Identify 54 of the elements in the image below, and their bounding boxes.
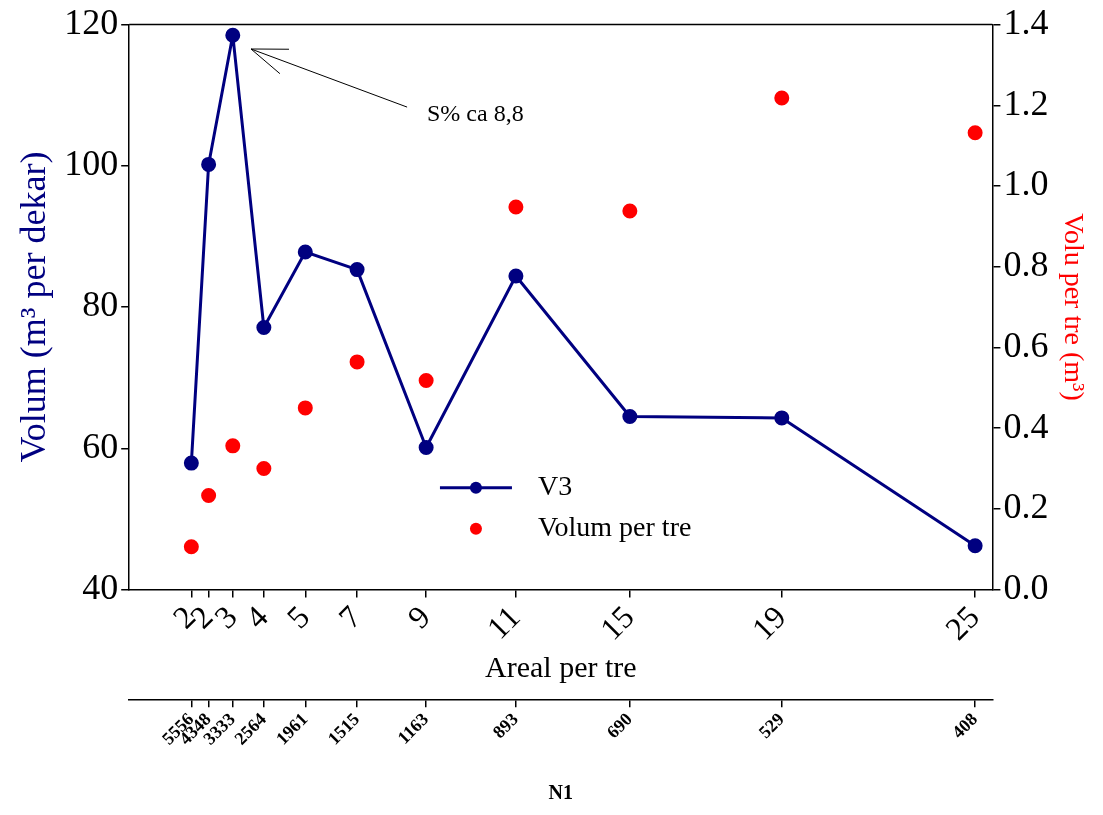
y-tick-label: 60 (82, 425, 119, 466)
y2-tick-label: 0.0 (1003, 566, 1049, 607)
y2-tick-label: 0.8 (1003, 244, 1049, 285)
point (418, 372, 434, 388)
text: 893 (488, 708, 523, 743)
point (967, 538, 983, 554)
point (225, 438, 241, 454)
legend-label: V3 (537, 470, 573, 502)
point (508, 268, 524, 284)
text: 690 (602, 708, 636, 743)
point (201, 487, 217, 503)
x-tick-label: 25 (937, 598, 987, 647)
point (225, 27, 241, 43)
point (418, 440, 434, 456)
point (297, 244, 313, 260)
y2-tick-label: 1.4 (1003, 2, 1049, 43)
text: 408 (948, 708, 982, 743)
point (183, 455, 199, 471)
point (201, 156, 217, 172)
point (349, 262, 365, 278)
point (256, 460, 272, 476)
y2-tick-label: 0.4 (1003, 405, 1049, 446)
x-tick-label: 5 (279, 598, 317, 636)
y2-axis-title: Volu per tre (m³) (1058, 213, 1090, 401)
x-tick-label: 15 (592, 598, 641, 647)
point (774, 90, 790, 106)
y-tick-label: 40 (82, 566, 119, 607)
point (774, 410, 790, 426)
y-tick-label: 80 (82, 284, 119, 325)
y2-tick-label: 1.2 (1003, 82, 1049, 123)
x-tick-label: 19 (744, 598, 793, 647)
y2-tick-label: 0.6 (1003, 324, 1049, 365)
x-tick-label: 9 (400, 598, 438, 636)
legend-label: Volum per tre (537, 511, 692, 543)
x2-axis-title: N1 (548, 781, 574, 804)
point (622, 203, 638, 219)
point (349, 354, 365, 370)
x-tick-label: 4 (237, 598, 275, 636)
point (508, 199, 524, 215)
y-axis-title: Volum (m³ per dekar) (13, 151, 54, 463)
y-tick-label: 100 (64, 143, 119, 184)
point (256, 320, 272, 336)
y2-tick-label: 1.0 (1003, 163, 1049, 204)
y2-tick-label: 0.2 (1003, 486, 1049, 527)
point (622, 408, 638, 424)
x-axis-title: Areal per tre (485, 650, 637, 684)
x-tick-label: 11 (479, 598, 527, 646)
annotation: S% ca 8,8 (427, 100, 524, 127)
y-tick-label: 120 (64, 2, 119, 43)
text: 529 (754, 708, 788, 743)
x-tick-label: 7 (331, 598, 368, 636)
point (183, 539, 199, 555)
point (967, 125, 983, 141)
point (297, 400, 313, 416)
